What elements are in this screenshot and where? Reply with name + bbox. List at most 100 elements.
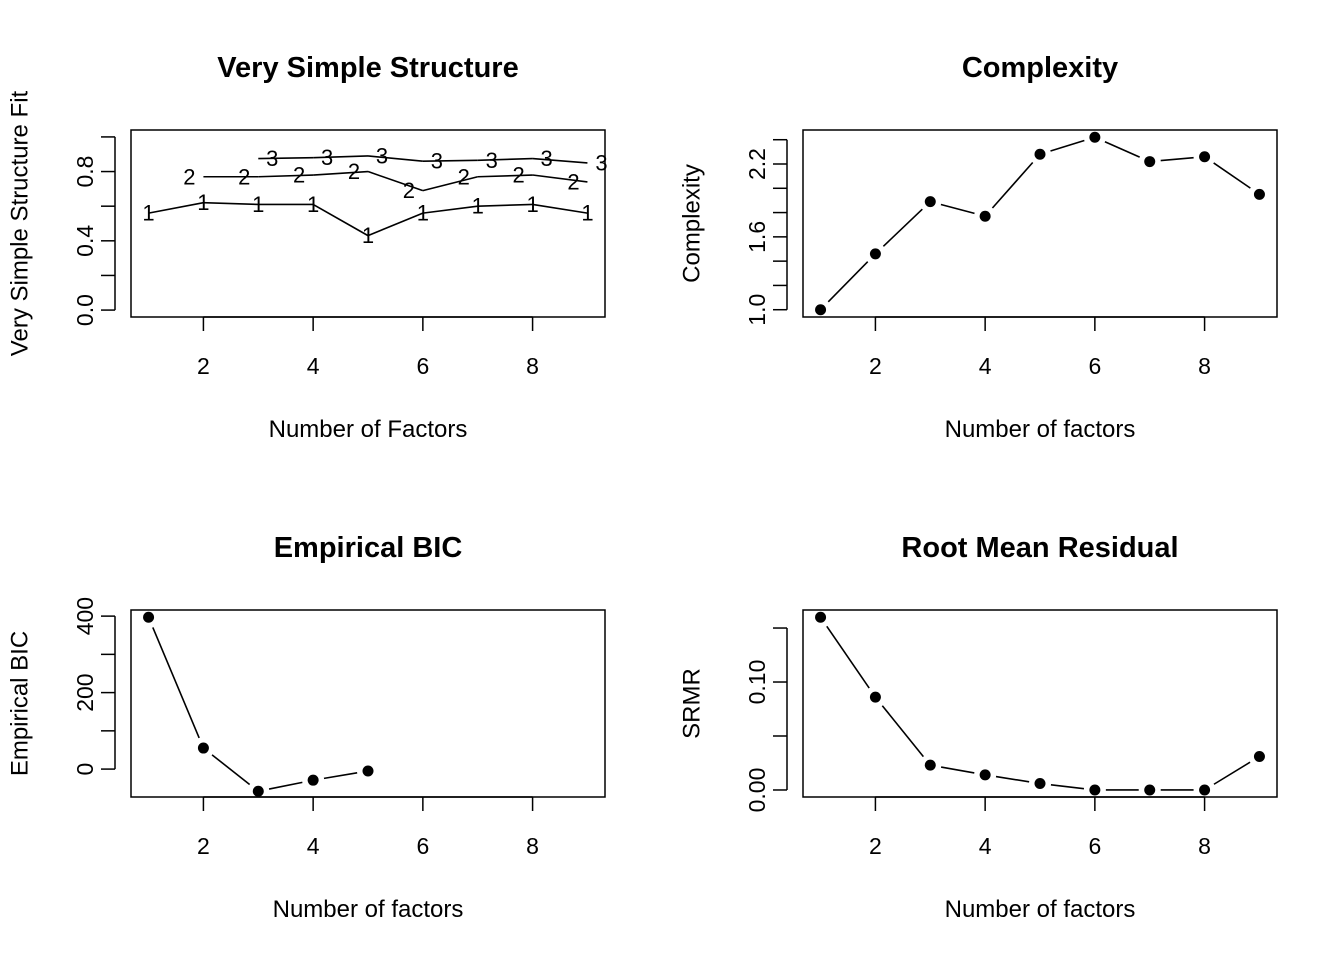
x-tick-label: 4 — [979, 833, 992, 859]
series-line-segment — [312, 203, 369, 237]
data-point-label: 1 — [581, 201, 593, 226]
data-point — [143, 611, 155, 623]
series-line-segment — [940, 203, 975, 215]
chart-title: Complexity — [962, 52, 1118, 84]
series-line-segment — [268, 781, 303, 790]
y-axis-label: Complexity — [679, 164, 706, 283]
data-point-label: 3 — [540, 146, 552, 171]
series-line-segment — [422, 175, 478, 192]
data-point — [979, 210, 991, 222]
y-tick-label: 1.6 — [744, 221, 770, 253]
y-tick-label: 1.0 — [744, 294, 770, 326]
data-point-label: 3 — [431, 149, 443, 174]
data-point — [1253, 188, 1265, 200]
series-2: 2 2 2 2 2 2 2 2 — [183, 159, 588, 203]
data-point-label: 2 — [403, 178, 415, 203]
data-point-label: 1 — [197, 190, 209, 215]
data-point — [815, 304, 827, 316]
panel-3: Empirical BIC Number of factors Empirical … — [7, 532, 606, 923]
series-3: 3 3 3 3 3 3 3 — [258, 143, 608, 175]
series-line-segment — [367, 155, 423, 162]
series-line-segment — [422, 159, 478, 162]
series-line-segment — [1104, 141, 1140, 158]
data-point — [307, 774, 319, 786]
data-point — [1034, 148, 1046, 160]
data-point — [362, 765, 374, 777]
series-line-segment — [258, 156, 314, 160]
series-line-segment — [1213, 761, 1251, 785]
series-line-segment — [827, 261, 869, 303]
data-point-label: 1 — [472, 194, 484, 219]
x-axis-label: Number of Factors — [269, 416, 468, 443]
series-line-segment — [152, 627, 200, 739]
x-tick-label: 2 — [869, 353, 882, 379]
data-point-label: 2 — [512, 163, 524, 188]
series-line-segment — [532, 203, 588, 214]
x-tick-label: 4 — [307, 353, 320, 379]
series-1: 1 1 1 1 1 1 1 1 1 — [142, 190, 593, 248]
data-point-label: 2 — [348, 159, 360, 184]
x-tick-label: 8 — [1198, 353, 1211, 379]
chart-title: Empirical BIC — [274, 532, 463, 564]
series-line-segment — [367, 212, 424, 237]
series-line-segment — [991, 161, 1034, 209]
data-point — [869, 691, 881, 703]
x-tick-label: 2 — [869, 833, 882, 859]
series-line-segment — [477, 203, 533, 207]
series-line-segment — [1050, 139, 1085, 152]
series-empirical-bic — [143, 611, 374, 797]
x-tick-label: 2 — [197, 353, 210, 379]
series-line-segment — [826, 625, 870, 689]
x-tick-label: 4 — [979, 353, 992, 379]
data-point-label: 1 — [526, 192, 538, 217]
panel-2: Complexity Number of factors Complexity 2 4 6… — [679, 52, 1278, 443]
x-tick-label: 6 — [416, 353, 429, 379]
data-point-label: 1 — [417, 201, 429, 226]
data-point — [197, 742, 209, 754]
data-point — [924, 759, 936, 771]
data-point-label: 2 — [183, 164, 195, 189]
y-tick-label: 200 — [72, 673, 98, 711]
data-point-label: 3 — [266, 146, 278, 171]
x-tick-label: 2 — [197, 833, 210, 859]
data-point — [979, 769, 991, 781]
data-point — [1089, 131, 1101, 143]
x-tick-label: 8 — [526, 353, 539, 379]
data-point — [1253, 751, 1265, 763]
y-axis-label: Very Simple Structure Fit — [7, 90, 34, 356]
x-tick-label: 6 — [416, 833, 429, 859]
y-tick-label: 0.4 — [72, 225, 98, 257]
y-axis-label: SRMR — [679, 668, 706, 739]
series-line-segment — [995, 775, 1030, 783]
series-line-segment — [532, 174, 588, 183]
data-point — [815, 611, 827, 623]
data-point — [924, 196, 936, 208]
series-line-segment — [148, 201, 204, 214]
y-tick-label: 0.10 — [744, 660, 770, 705]
series-line-segment — [1213, 162, 1251, 189]
chart-title: Very Simple Structure — [217, 52, 518, 84]
data-point-label: 2 — [238, 164, 250, 189]
data-point — [1199, 784, 1211, 796]
series-line-segment — [323, 772, 358, 780]
series-line-segment — [313, 155, 369, 159]
data-point-label: 2 — [458, 164, 470, 189]
y-tick-label: 2.2 — [744, 148, 770, 180]
series-line-segment — [882, 208, 923, 247]
chart-title: Root Mean Residual — [901, 532, 1178, 564]
data-point-label: 1 — [307, 192, 319, 217]
x-tick-label: 6 — [1088, 833, 1101, 859]
series-line-segment — [881, 705, 924, 758]
data-point — [1144, 784, 1156, 796]
x-tick-label: 4 — [307, 833, 320, 859]
series-line-segment — [203, 201, 259, 206]
x-axis-label: Number of factors — [273, 896, 464, 923]
panel-4: Root Mean Residual Number of factors SRMR 2… — [679, 532, 1278, 923]
series-line-segment — [532, 157, 588, 164]
x-tick-label: 6 — [1088, 353, 1101, 379]
data-point — [252, 785, 264, 797]
data-point — [1089, 784, 1101, 796]
x-axis-label: Number of factors — [945, 416, 1136, 443]
x-tick-label: 8 — [1198, 833, 1211, 859]
